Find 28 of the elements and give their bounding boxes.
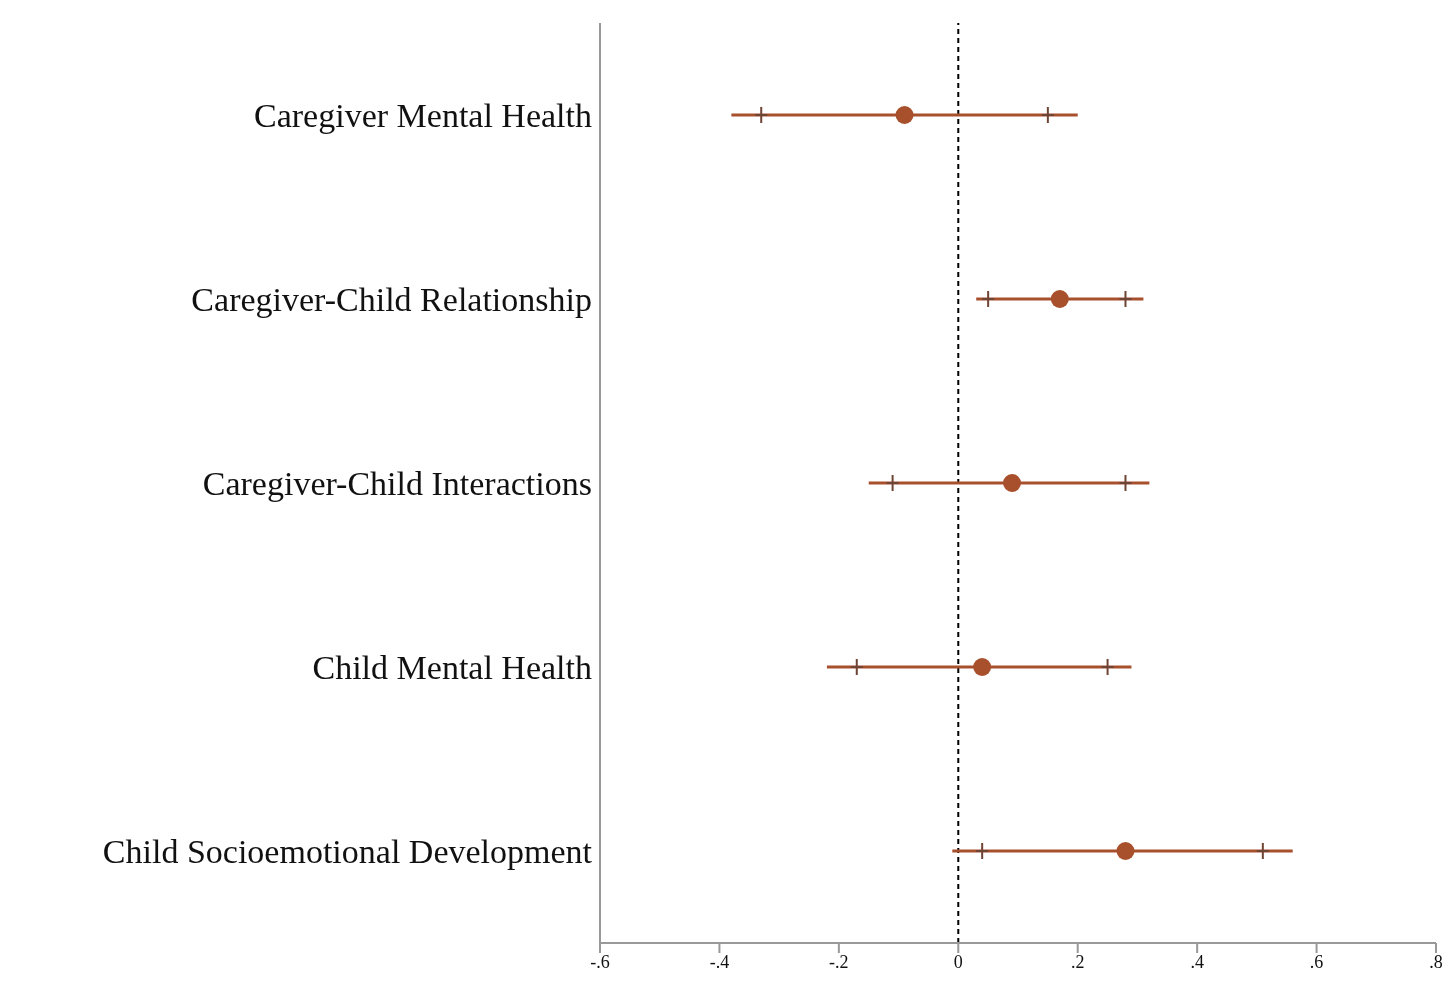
y-tick-label: Caregiver-Child Relationship [191,281,592,319]
point [973,658,992,676]
x-tick-label: -.6 [590,951,610,972]
point [1116,842,1135,860]
point [885,474,900,492]
x-tick-label: .4 [1190,951,1204,972]
x-tick-label: .6 [1309,951,1324,972]
point [895,106,914,124]
y-tick-label: Child Socioemotional Development [102,833,593,871]
point [975,842,990,860]
y-tick-label: Caregiver Mental Health [254,97,592,135]
point [1100,658,1115,676]
point [1040,106,1055,124]
x-tick-label: .2 [1070,951,1085,972]
point [849,658,864,676]
x-tick-label: .8 [1429,951,1443,972]
y-tick-label: Caregiver-Child Interactions [202,465,592,503]
x-tick-label: -.4 [709,951,730,972]
point [1255,842,1270,860]
x-tick-label: 0 [953,951,963,972]
y-tick-label: Child Mental Health [312,649,592,687]
x-tick-label: -.2 [829,951,849,972]
point [1118,290,1133,308]
point [754,106,769,124]
point [1118,474,1133,492]
point [1050,290,1069,308]
point [1003,474,1022,492]
point [981,290,996,308]
